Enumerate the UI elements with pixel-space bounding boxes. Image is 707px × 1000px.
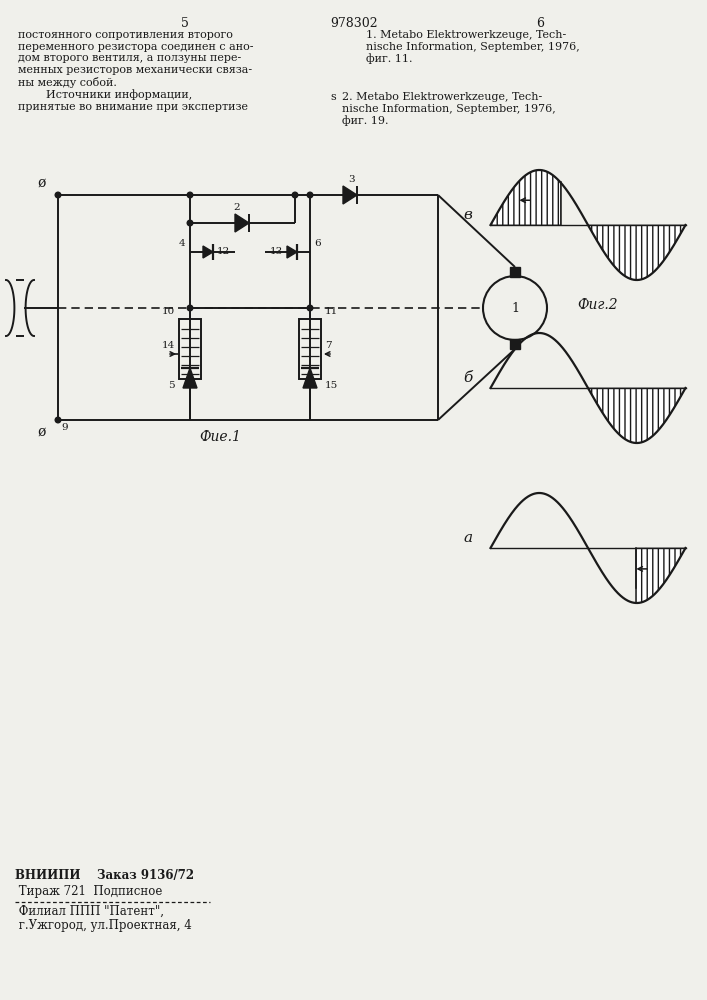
- Polygon shape: [303, 368, 317, 388]
- Text: б: б: [463, 371, 472, 385]
- Text: а: а: [463, 531, 472, 545]
- Text: 978302: 978302: [330, 17, 378, 30]
- Circle shape: [55, 192, 61, 198]
- Text: 7: 7: [325, 342, 332, 351]
- Text: 2. Metabo Elektrowerkzeuge, Tech-
nische Information, September, 1976,
фиг. 19.: 2. Metabo Elektrowerkzeuge, Tech- nische…: [342, 92, 556, 126]
- Text: 12: 12: [217, 246, 230, 255]
- Text: 5: 5: [181, 17, 189, 30]
- Text: Фиe.1: Фиe.1: [199, 430, 241, 444]
- Text: Тираж 721  Подписное: Тираж 721 Подписное: [15, 885, 163, 898]
- Polygon shape: [203, 246, 213, 258]
- Polygon shape: [183, 368, 197, 388]
- Text: постоянного сопротивления второго
переменного резистора соединен с ано-
дом втор: постоянного сопротивления второго переме…: [18, 30, 254, 112]
- Text: г.Ужгород, ул.Проектная, 4: г.Ужгород, ул.Проектная, 4: [15, 919, 192, 932]
- Text: Фиг.2: Фиг.2: [578, 298, 619, 312]
- Text: Филиал ППП "Патент",: Филиал ППП "Патент",: [15, 905, 164, 918]
- Circle shape: [292, 192, 298, 198]
- Polygon shape: [343, 186, 357, 204]
- Text: ø: ø: [37, 425, 46, 439]
- Bar: [510, 339, 520, 349]
- Circle shape: [308, 192, 312, 198]
- Text: 1: 1: [511, 302, 519, 314]
- Circle shape: [55, 417, 61, 423]
- Polygon shape: [235, 214, 249, 232]
- Text: 6: 6: [536, 17, 544, 30]
- Text: в: в: [464, 208, 472, 222]
- Text: 4: 4: [178, 239, 185, 248]
- Text: 2: 2: [234, 203, 240, 212]
- Text: 13: 13: [270, 246, 283, 255]
- Text: 3: 3: [349, 175, 356, 184]
- Circle shape: [187, 220, 193, 226]
- Text: ø: ø: [37, 176, 46, 190]
- Bar: [299, 319, 321, 379]
- Text: 15: 15: [325, 381, 338, 390]
- Bar: [510, 267, 520, 277]
- Text: 11: 11: [325, 307, 338, 316]
- Text: 10: 10: [162, 307, 175, 316]
- Circle shape: [187, 305, 193, 311]
- Text: 14: 14: [162, 342, 175, 351]
- Text: 9: 9: [61, 423, 68, 432]
- Polygon shape: [287, 246, 297, 258]
- Text: 1. Metabo Elektrowerkzeuge, Tech-
nische Information, September, 1976,
фиг. 11.: 1. Metabo Elektrowerkzeuge, Tech- nische…: [366, 30, 580, 64]
- Circle shape: [308, 305, 312, 311]
- Text: s: s: [330, 92, 336, 102]
- Text: 6: 6: [314, 239, 321, 248]
- Bar: [179, 319, 201, 379]
- Text: 5: 5: [168, 381, 175, 390]
- Text: ВНИИПИ    Заказ 9136/72: ВНИИПИ Заказ 9136/72: [15, 869, 194, 882]
- Circle shape: [187, 192, 193, 198]
